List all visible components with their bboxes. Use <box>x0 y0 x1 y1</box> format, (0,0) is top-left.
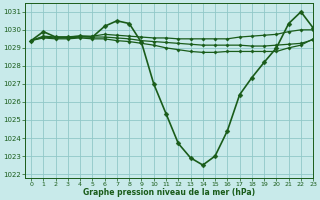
X-axis label: Graphe pression niveau de la mer (hPa): Graphe pression niveau de la mer (hPa) <box>83 188 255 197</box>
